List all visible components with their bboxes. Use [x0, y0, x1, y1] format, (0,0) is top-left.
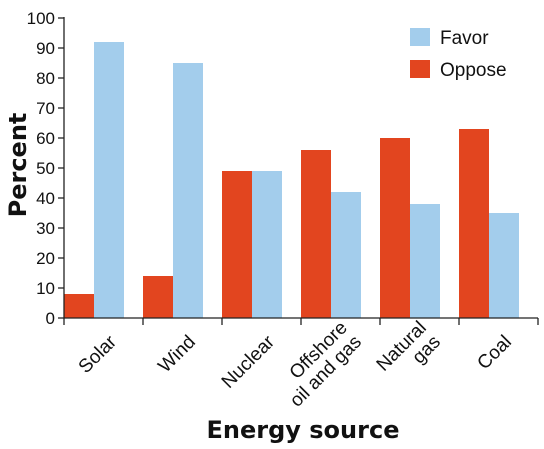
y-tick-label-60: 60 — [36, 129, 55, 148]
y-tick-label-20: 20 — [36, 249, 55, 268]
bar-oppose-5 — [459, 129, 489, 318]
bar-oppose-1 — [143, 276, 173, 318]
y-tick-label-40: 40 — [36, 189, 55, 208]
bar-favor-2 — [252, 171, 282, 318]
x-axis-title: Energy source — [207, 416, 400, 444]
legend-swatch-favor — [410, 28, 430, 46]
bar-favor-4 — [410, 204, 440, 318]
y-tick-label-90: 90 — [36, 39, 55, 58]
bar-favor-0 — [94, 42, 124, 318]
x-category-label-3: Offshoreoil and gas — [272, 317, 366, 411]
y-tick-label-80: 80 — [36, 69, 55, 88]
y-tick-label-30: 30 — [36, 219, 55, 238]
bar-oppose-2 — [222, 171, 252, 318]
bar-oppose-4 — [380, 138, 410, 318]
legend: Favor Oppose — [410, 28, 507, 81]
x-category-label-1: Wind — [154, 332, 199, 377]
x-axis: Solar Wind Nuclear Offshoreoil and gas Natur… — [63, 317, 539, 411]
bar-oppose-3 — [301, 150, 331, 318]
x-category-label-4: Naturalgas — [373, 317, 445, 389]
bars-group — [64, 42, 519, 318]
bar-favor-3 — [331, 192, 361, 318]
y-tick-label-50: 50 — [36, 159, 55, 178]
bar-oppose-0 — [64, 294, 94, 318]
y-tick-label-70: 70 — [36, 99, 55, 118]
x-category-label-5: Coal — [473, 332, 515, 374]
x-category-label-0: Solar — [75, 331, 122, 378]
y-axis: 0 10 20 30 40 50 60 70 80 90 100 — [27, 9, 65, 328]
bar-favor-5 — [489, 213, 519, 318]
y-axis-title: Percent — [4, 113, 32, 218]
x-category-label-2: Nuclear — [218, 331, 280, 393]
y-tick-label-0: 0 — [46, 309, 55, 328]
legend-swatch-oppose — [410, 60, 430, 78]
legend-label-favor: Favor — [440, 28, 489, 49]
bar-favor-1 — [173, 63, 203, 318]
legend-label-oppose: Oppose — [440, 60, 507, 81]
y-tick-label-10: 10 — [36, 279, 55, 298]
y-tick-label-100: 100 — [27, 9, 55, 28]
